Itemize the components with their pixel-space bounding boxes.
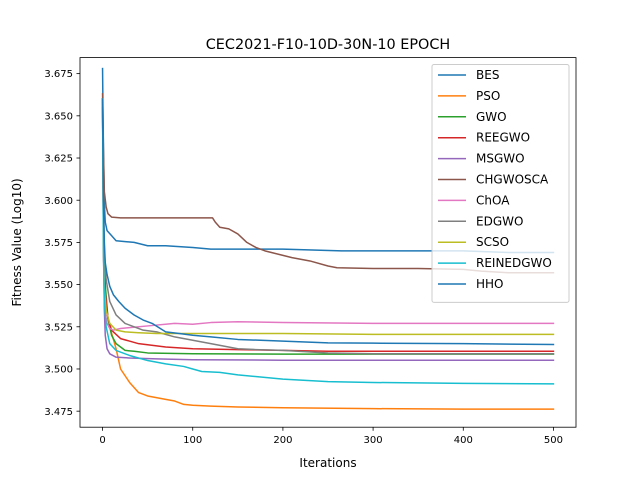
legend-label-pso: PSO	[476, 89, 500, 103]
series-line-chgwosca	[101, 93, 555, 274]
legend-label-bes: BES	[476, 68, 499, 82]
x-tick-label: 0	[99, 435, 105, 446]
legend-label-reinedgwo: REINEDGWO	[476, 256, 552, 270]
plot-lines	[101, 67, 555, 410]
x-tick-label: 100	[183, 435, 202, 446]
series-line-edgwo	[101, 98, 555, 355]
legend-box	[431, 64, 570, 303]
legend: BES PSO GWO REEGWO MSGWO CHGWOSCA ChOA EDGWO SCS…	[431, 64, 570, 303]
y-tick-label: 3.625	[44, 154, 73, 165]
chart-title: CEC2021-F10-10D-30N-10 EPOCH	[206, 37, 451, 53]
x-tick-label: 300	[364, 435, 383, 446]
x-axis-label: Iterations	[299, 456, 356, 470]
legend-label-msgwo: MSGWO	[476, 152, 525, 166]
series-line-hho	[101, 98, 555, 346]
legend-label-reegwo: REEGWO	[476, 131, 530, 145]
y-axis-label: Fitness Value (Log10)	[10, 178, 24, 306]
legend-label-choa: ChOA	[476, 193, 510, 207]
legend-label-gwo: GWO	[476, 110, 507, 124]
x-tick-label: 200	[273, 435, 292, 446]
y-tick-label: 3.675	[44, 69, 73, 80]
legend-label-scso: SCSO	[476, 235, 509, 249]
y-tick-label: 3.600	[44, 196, 73, 207]
x-axis-ticks: 0 100 200 300 400 500	[99, 427, 563, 446]
y-tick-label: 3.650	[44, 111, 73, 122]
legend-label-chgwosca: CHGWOSCA	[476, 173, 549, 187]
legend-label-hho: HHO	[476, 277, 504, 291]
series-line-reinedgwo	[101, 106, 555, 385]
x-tick-label: 400	[454, 435, 473, 446]
y-tick-label: 3.500	[44, 365, 73, 376]
y-tick-label: 3.525	[44, 322, 73, 333]
x-tick-label: 500	[544, 435, 563, 446]
y-tick-label: 3.475	[44, 407, 73, 418]
y-tick-label: 3.550	[44, 280, 73, 291]
legend-label-edgwo: EDGWO	[476, 214, 523, 228]
series-line-bes	[101, 67, 555, 254]
y-axis-ticks: 3.475 3.500 3.525 3.550 3.575 3.600 3.625 3.650…	[44, 69, 80, 418]
y-tick-label: 3.575	[44, 238, 73, 249]
